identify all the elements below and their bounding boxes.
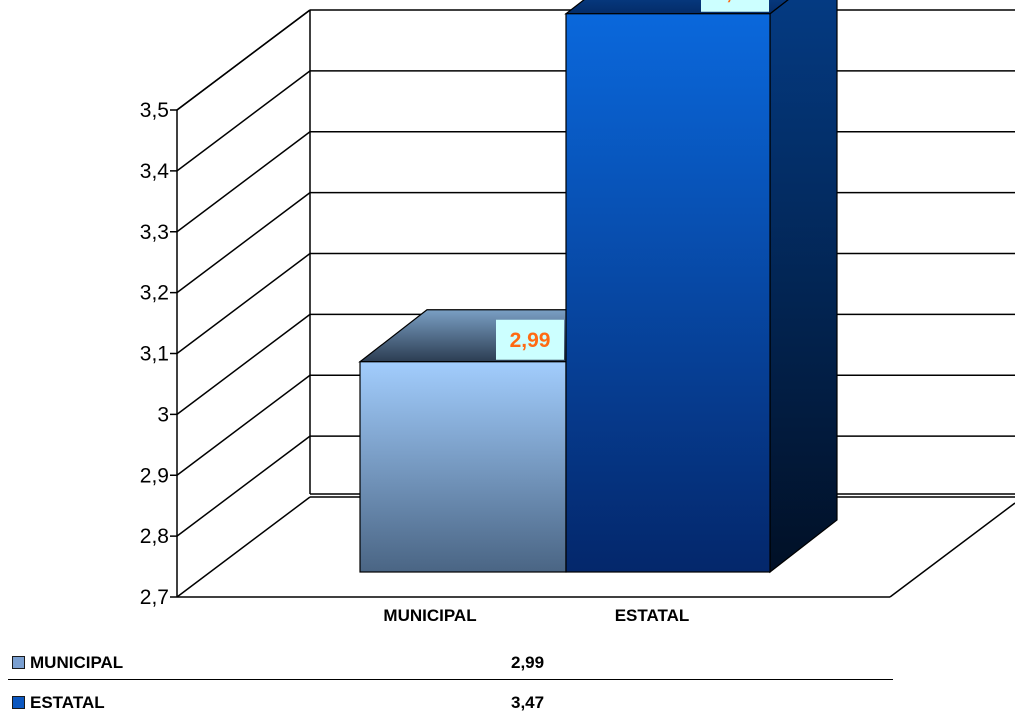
y-tick-label: 3,1: [140, 343, 169, 366]
bar-side-face: [769, 0, 838, 574]
bar-estatal: [564, 0, 838, 574]
grid-line-diagonal: [176, 192, 311, 294]
grid-line-diagonal: [176, 9, 311, 111]
data-label-estatal: 3,47: [701, 0, 769, 12]
data-table-label: ESTATAL: [30, 693, 105, 712]
bar-front-face: [359, 361, 567, 573]
grid-line-diagonal: [176, 374, 311, 476]
data-label-text: 2,99: [510, 329, 551, 352]
y-tick-label: 2,7: [140, 586, 169, 609]
bar-front-face: [565, 13, 771, 573]
x-tick-label: ESTATAL: [615, 606, 690, 625]
data-label-municipal: 2,99: [496, 319, 564, 360]
grid-line-diagonal: [176, 70, 311, 172]
floor-right-edge: [889, 502, 1015, 598]
x-axis: MUNICIPAL ESTATAL: [383, 606, 689, 625]
y-axis: 2,7 2,8 2,9 3 3,1 3,2 3,3 3,4 3,5: [140, 99, 178, 609]
bars: 2,99 3,47: [358, 0, 838, 574]
y-tick-label: 2,8: [140, 525, 169, 548]
data-table-value: 2,99: [511, 653, 545, 672]
y-tick-label: 3,4: [140, 160, 170, 183]
y-tick-label: 2,9: [140, 464, 169, 487]
grid-line-diagonal: [176, 252, 311, 355]
legend-key-municipal: [12, 656, 25, 669]
data-table-row-municipal: MUNICIPAL 2,99: [8, 649, 893, 679]
data-label-box: [701, 0, 769, 12]
data-table-divider: [8, 679, 893, 680]
data-label-box: [496, 319, 564, 360]
y-tick-label: 3,5: [140, 99, 169, 122]
data-table-label: MUNICIPAL: [30, 653, 124, 672]
x-tick-label: MUNICIPAL: [383, 606, 476, 625]
grid-line-diagonal: [176, 313, 311, 415]
data-table-row-estatal: ESTATAL 3,47: [8, 689, 893, 719]
data-table-value: 3,47: [511, 693, 545, 712]
y-tick-label: 3,2: [140, 282, 169, 305]
data-label-text: 3,47: [715, 0, 756, 4]
legend-key-estatal: [12, 696, 25, 709]
y-tick-label: 3: [157, 403, 169, 426]
grid-line-diagonal: [176, 435, 311, 537]
y-tick-label: 3,3: [140, 221, 169, 244]
grid-line-diagonal: [176, 496, 311, 598]
grid-line-diagonal: [176, 131, 311, 233]
